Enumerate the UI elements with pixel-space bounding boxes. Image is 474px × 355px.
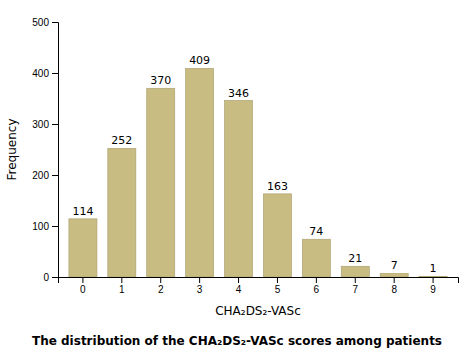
data-label: 252	[111, 134, 132, 147]
bar	[147, 88, 175, 277]
tick: 400	[32, 68, 58, 79]
x-axis-title: CHA₂DS₂-VASc	[215, 304, 301, 318]
data-label: 409	[189, 54, 210, 67]
tick-label: 7	[352, 284, 358, 295]
tick: 500	[32, 17, 58, 28]
tick-label: 0	[43, 272, 49, 283]
tick-mark	[52, 124, 58, 125]
bar	[263, 194, 291, 277]
y-axis-title: Frequency	[5, 119, 19, 181]
tick-mark	[52, 22, 58, 23]
tick-mark	[199, 277, 200, 283]
tick-mark	[160, 277, 161, 283]
tick: 100	[32, 221, 58, 232]
data-label: 163	[267, 180, 288, 193]
tick: 2	[158, 277, 164, 295]
bar	[302, 239, 330, 277]
chart: 1142523704093461637421710100200300400500…	[0, 0, 474, 355]
tick-mark	[52, 175, 58, 176]
tick-label: 100	[32, 221, 49, 232]
tick: 9	[430, 277, 436, 295]
data-label: 346	[228, 87, 249, 100]
tick: 200	[32, 170, 58, 181]
plot: 1142523704093461637421710100200300400500…	[32, 17, 458, 295]
tick-mark	[316, 277, 317, 283]
bar	[186, 68, 214, 277]
tick-label: 400	[32, 68, 49, 79]
tick-mark	[52, 226, 58, 227]
tick-mark	[52, 277, 58, 278]
tick: 0	[80, 277, 86, 295]
tick-label: 0	[80, 284, 86, 295]
tick-mark	[277, 277, 278, 283]
data-label: 114	[72, 205, 93, 218]
tick-mark	[394, 277, 395, 283]
bar	[69, 219, 97, 277]
tick: 7	[352, 277, 358, 295]
tick: 300	[32, 119, 58, 130]
tick-mark	[121, 277, 122, 283]
tick-label: 300	[32, 119, 49, 130]
axis-line	[59, 278, 459, 284]
data-label: 1	[430, 262, 437, 275]
data-label: 7	[391, 259, 398, 272]
tick-label: 9	[430, 284, 436, 295]
data-labels: 114 252 370 409 346 163 74 21 7 1	[72, 54, 436, 275]
tick-label: 6	[314, 284, 320, 295]
tick-mark	[355, 277, 356, 283]
tick: 4	[236, 277, 242, 295]
bar	[108, 148, 136, 277]
data-label: 74	[309, 225, 323, 238]
tick-label: 5	[275, 284, 281, 295]
tick-mark	[52, 73, 58, 74]
y-axis: 0 100 200 300 400 500	[32, 17, 58, 283]
tick-label: 3	[197, 284, 203, 295]
tick-label: 1	[119, 284, 125, 295]
tick-label: 2	[158, 284, 164, 295]
tick-label: 200	[32, 170, 49, 181]
tick-label: 4	[236, 284, 242, 295]
data-label: 370	[150, 74, 171, 87]
tick-label: 500	[32, 17, 49, 28]
bar	[380, 273, 408, 277]
data-label: 21	[348, 252, 362, 265]
bar	[225, 101, 253, 277]
tick-mark	[238, 277, 239, 283]
tick-label: 8	[391, 284, 397, 295]
bar	[341, 266, 369, 277]
tick: 1	[119, 277, 125, 295]
tick-mark	[433, 277, 434, 283]
tick: 3	[197, 277, 203, 295]
tick: 5	[275, 277, 281, 295]
tick: 6	[314, 277, 320, 295]
x-axis: 0 1 2 3 4 5 6 7 8 9	[59, 277, 459, 295]
bar	[419, 276, 447, 277]
axis-line	[52, 23, 59, 278]
bars	[69, 68, 447, 277]
tick: 0	[43, 272, 58, 283]
tick-mark	[82, 277, 83, 283]
title: The distribution of the CHA₂DS₂-VASc sco…	[32, 334, 442, 348]
tick: 8	[391, 277, 397, 295]
